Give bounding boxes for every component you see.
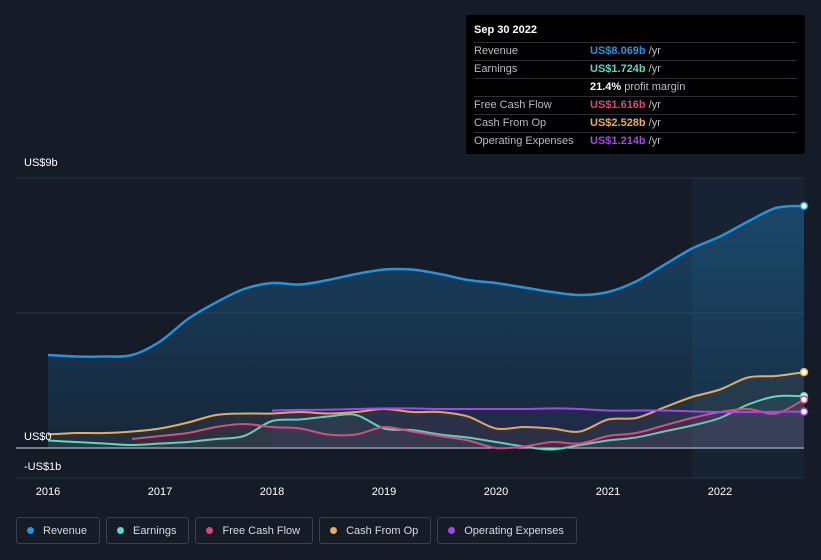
- operating-expenses-end-point: [799, 407, 809, 416]
- tooltip-label: Operating Expenses: [474, 135, 574, 147]
- revenue-end-point: [799, 201, 809, 211]
- legend-label: Operating Expenses: [464, 524, 564, 537]
- legend-item[interactable]: Cash From Op: [319, 517, 432, 544]
- tooltip-unit: /yr: [648, 117, 661, 129]
- free-cash-flow-end-point: [799, 395, 809, 404]
- tooltip-value: US$1.214b: [590, 135, 646, 147]
- x-tick-label: 2020: [484, 486, 508, 498]
- tooltip-row: Earnings US$1.724b/yr: [474, 61, 797, 79]
- tooltip-label: [474, 79, 590, 96]
- tooltip-date: Sep 30 2022: [474, 23, 797, 43]
- x-tick-label: 2018: [260, 486, 284, 498]
- tooltip-label: Revenue: [474, 45, 519, 57]
- tooltip-label: Cash From Op: [474, 117, 547, 129]
- tooltip-value: US$2.528b: [590, 117, 646, 129]
- tooltip-value: 21.4%: [590, 81, 622, 93]
- legend-dot-icon: [330, 527, 338, 534]
- x-tick-label: 2016: [36, 486, 60, 498]
- revenue-area: [48, 205, 804, 448]
- cash-from-op-area: [48, 372, 804, 448]
- x-tick-label: 2017: [148, 486, 172, 498]
- legend-item[interactable]: Revenue: [16, 517, 101, 544]
- legend-label: Earnings: [133, 524, 177, 537]
- tooltip-value: US$1.724b: [590, 63, 646, 75]
- tooltip-unit: profit margin: [624, 81, 686, 93]
- legend-item[interactable]: Operating Expenses: [437, 517, 577, 544]
- tooltip-unit: /yr: [648, 135, 661, 147]
- tooltip-unit: /yr: [648, 63, 661, 75]
- tooltip-row: Cash From Op US$2.528b/yr: [474, 115, 797, 133]
- x-tick-label: 2022: [708, 486, 732, 498]
- cash-from-op-end-point: [799, 367, 809, 377]
- tooltip-row: Revenue US$8.069b/yr: [474, 43, 797, 61]
- operating-expenses-area: [272, 408, 804, 448]
- legend-item[interactable]: Free Cash Flow: [195, 517, 314, 544]
- tooltip-value: US$8.069b: [590, 45, 646, 57]
- tooltip-unit: /yr: [648, 99, 661, 111]
- operating-expenses-line: [271, 407, 805, 414]
- free-cash-flow-line: [131, 398, 805, 450]
- earnings-area: [48, 395, 804, 450]
- legend-dot-icon: [206, 527, 214, 534]
- tooltip-row: Free Cash Flow US$1.616b/yr: [474, 97, 797, 115]
- legend-dot-icon: [448, 527, 456, 534]
- y-tick-label: US$9b: [24, 157, 58, 169]
- tooltip-row: Operating Expenses US$1.214b/yr: [474, 133, 797, 150]
- legend-dot-icon: [117, 527, 125, 534]
- tooltip-label: Free Cash Flow: [474, 99, 552, 111]
- y-tick-label: US$0: [24, 431, 52, 443]
- tooltip-panel: Sep 30 2022 Revenue US$8.069b/yr Earnings U…: [466, 15, 805, 154]
- free-cash-flow-area: [132, 399, 804, 449]
- legend-label: Free Cash Flow: [222, 524, 301, 537]
- cash-from-op-line: [47, 371, 805, 436]
- legend-label: Cash From Op: [346, 524, 419, 537]
- tooltip-label: Earnings: [474, 63, 518, 75]
- legend: Revenue Earnings Free Cash Flow Cash From O…: [16, 517, 577, 544]
- legend-label: Revenue: [43, 524, 88, 537]
- revenue-line: [47, 204, 805, 358]
- tooltip-row: 21.4% profit margin: [474, 79, 797, 97]
- x-tick-label: 2021: [596, 486, 620, 498]
- y-tick-label: -US$1b: [24, 461, 61, 473]
- x-tick-label: 2019: [372, 486, 396, 498]
- tooltip-unit: /yr: [648, 45, 661, 57]
- tooltip-value: US$1.616b: [590, 99, 646, 111]
- legend-dot-icon: [27, 527, 34, 534]
- earnings-line: [47, 394, 805, 451]
- legend-item[interactable]: Earnings: [106, 517, 190, 544]
